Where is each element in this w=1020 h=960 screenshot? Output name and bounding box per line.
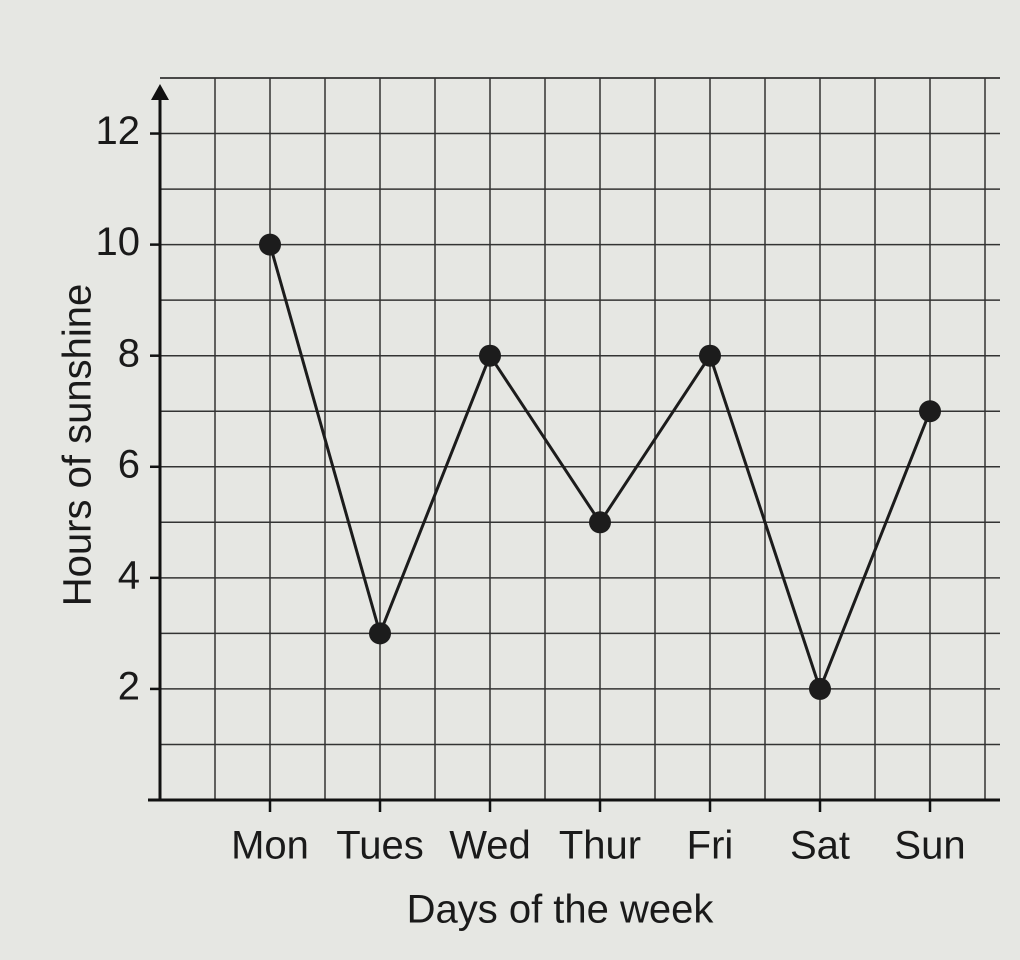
x-tick-label: Mon	[231, 824, 309, 868]
x-tick-label: Wed	[449, 824, 531, 868]
point	[479, 344, 501, 367]
y-tick-label: 8	[118, 331, 140, 375]
y-tick-label: 2	[118, 664, 140, 708]
point	[809, 677, 831, 700]
y-tick-label: 6	[118, 442, 140, 486]
point	[369, 622, 391, 645]
x-tick-label: Tues	[336, 824, 423, 868]
y-tick-label: 4	[118, 553, 140, 597]
x-tick-label: Sun	[894, 824, 965, 868]
point	[259, 233, 281, 256]
y-tick-label: 10	[96, 220, 141, 264]
x-tick-label: Fri	[687, 824, 734, 868]
y-axis-title: Hours of sunshine	[56, 284, 100, 606]
x-axis-title: Days of the week	[407, 888, 715, 932]
x-tick-label: Sat	[790, 824, 850, 868]
point	[699, 344, 721, 367]
y-tick-label: 12	[96, 109, 141, 153]
point	[589, 511, 611, 534]
point	[919, 400, 941, 423]
x-tick-label: Thur	[559, 824, 641, 868]
y-axis-arrow	[151, 84, 169, 100]
